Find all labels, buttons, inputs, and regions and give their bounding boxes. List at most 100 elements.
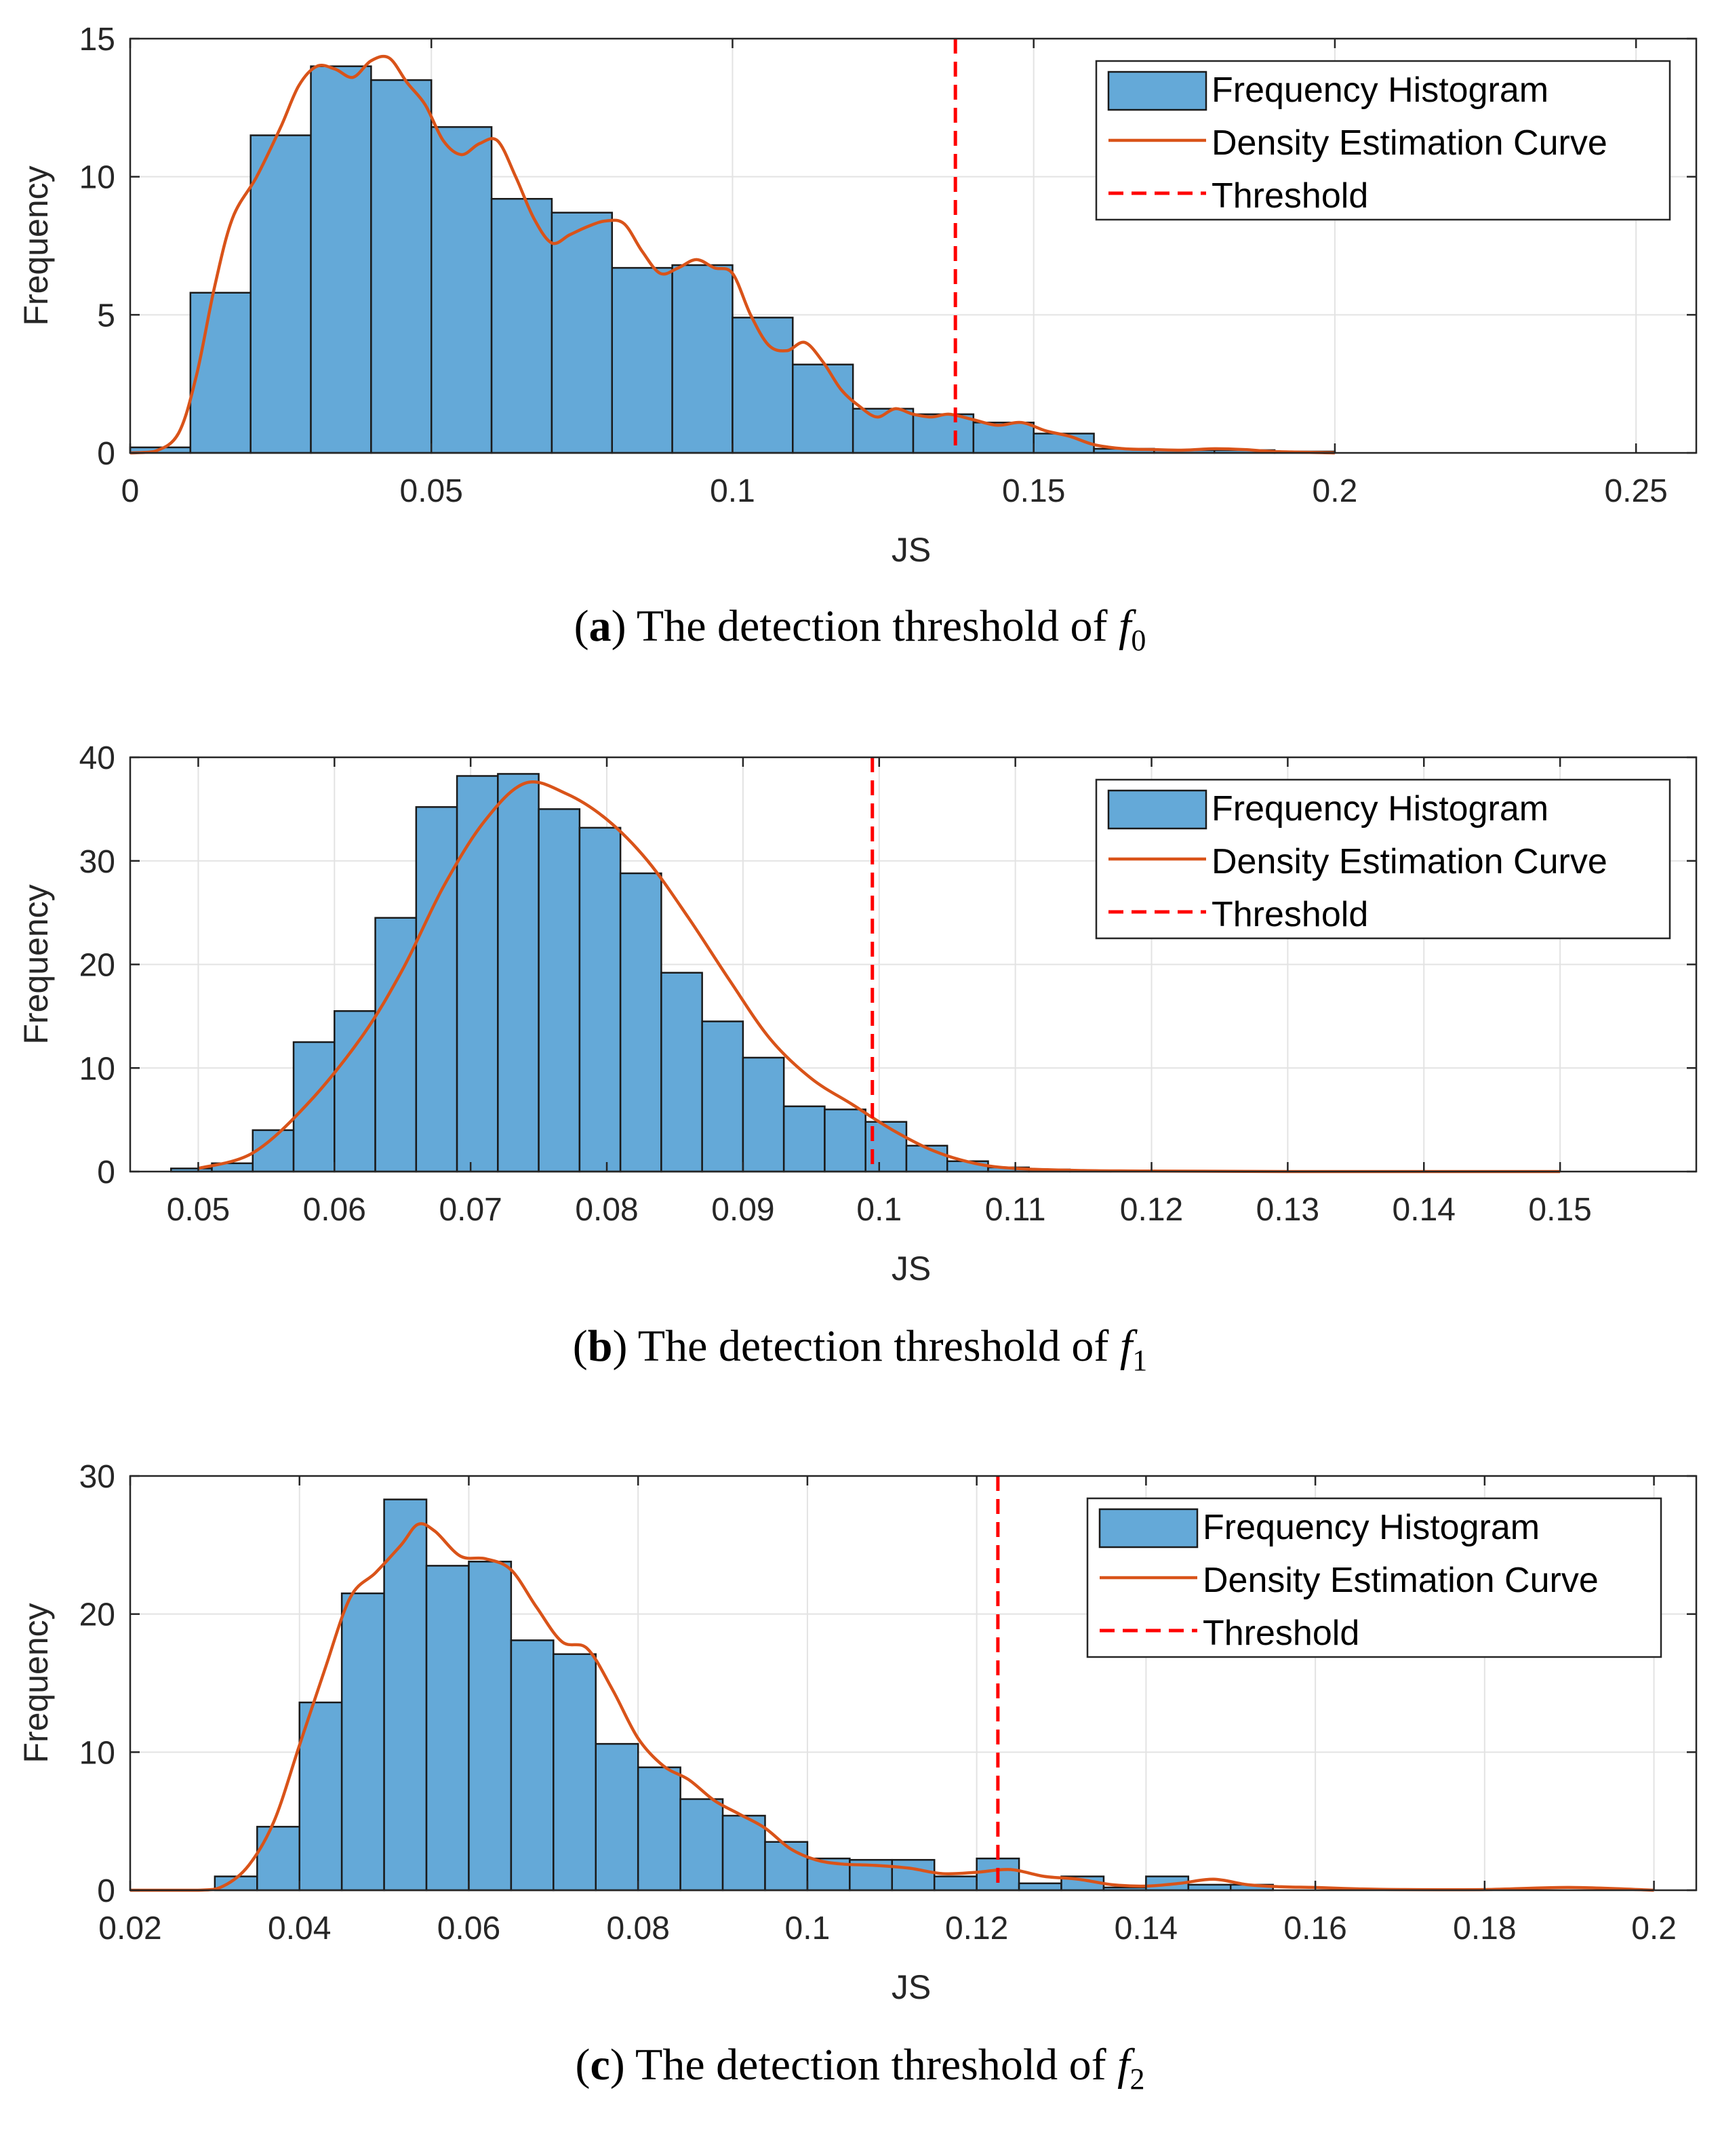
histogram-bar bbox=[912, 413, 975, 454]
histogram-bar bbox=[340, 1592, 385, 1892]
legend-bar-swatch bbox=[1098, 1508, 1199, 1549]
legend-label: Density Estimation Curve bbox=[1212, 842, 1607, 881]
histogram-bar bbox=[490, 198, 553, 454]
histogram-bar bbox=[701, 1020, 744, 1173]
x-axis-label: JS bbox=[892, 1968, 931, 2006]
legend-label: Density Estimation Curve bbox=[1212, 123, 1607, 163]
histogram-bar bbox=[732, 317, 794, 454]
y-tick-label: 10 bbox=[79, 1051, 115, 1087]
histogram-bar bbox=[782, 1105, 826, 1173]
histogram-bar bbox=[497, 773, 540, 1173]
x-tick-label: 0.13 bbox=[1256, 1192, 1319, 1228]
histogram-bar bbox=[595, 1742, 639, 1892]
x-tick-label: 0.15 bbox=[1002, 473, 1065, 509]
histogram-bar bbox=[1018, 1882, 1062, 1892]
x-tick-label: 0.16 bbox=[1283, 1911, 1346, 1947]
histogram-bar bbox=[660, 972, 703, 1173]
y-tick-label: 30 bbox=[79, 844, 115, 880]
y-tick-label: 15 bbox=[79, 22, 115, 58]
legend-bar-swatch bbox=[1107, 71, 1207, 111]
histogram-bar bbox=[415, 806, 458, 1173]
x-tick-label: 0.06 bbox=[303, 1192, 366, 1228]
axes-box bbox=[129, 37, 1698, 454]
density-curve bbox=[130, 1522, 1654, 1892]
histogram-bar bbox=[905, 1144, 948, 1173]
legend-label: Density Estimation Curve bbox=[1203, 1561, 1599, 1600]
histogram-bar bbox=[256, 1826, 300, 1892]
x-tick-label: 0.14 bbox=[1393, 1192, 1456, 1228]
density-curve bbox=[129, 54, 1335, 455]
x-tick-label: 0.07 bbox=[439, 1192, 502, 1228]
y-axis-label: Frequency bbox=[17, 884, 55, 1044]
x-tick-label: 0.05 bbox=[167, 1192, 230, 1228]
legend-label: Threshold bbox=[1203, 1614, 1359, 1653]
histogram-bar bbox=[252, 1129, 295, 1173]
x-tick-label: 0.12 bbox=[945, 1911, 1008, 1947]
x-tick-label: 0.06 bbox=[437, 1911, 500, 1947]
caption-a: (a) The detection threshold of f0 bbox=[574, 601, 1146, 658]
y-tick-label: 40 bbox=[79, 740, 115, 776]
y-tick-label: 20 bbox=[79, 948, 115, 984]
caption-b: (b) The detection threshold of f1 bbox=[572, 1321, 1148, 1378]
x-tick-label: 0.18 bbox=[1453, 1911, 1516, 1947]
x-tick-label: 0.08 bbox=[575, 1192, 638, 1228]
axes-box bbox=[129, 1475, 1698, 1892]
x-tick-label: 0.12 bbox=[1120, 1192, 1183, 1228]
legend-label: Threshold bbox=[1212, 895, 1368, 934]
y-tick-label: 0 bbox=[97, 436, 115, 472]
histogram-bar bbox=[510, 1639, 555, 1892]
y-axis-label: Frequency bbox=[17, 165, 55, 325]
y-tick-label: 5 bbox=[97, 298, 115, 334]
y-tick-label: 10 bbox=[79, 1735, 115, 1771]
histogram-bar bbox=[742, 1056, 785, 1173]
y-tick-label: 30 bbox=[79, 1459, 115, 1495]
y-axis-label: Frequency bbox=[17, 1603, 55, 1763]
histogram-bar bbox=[430, 126, 493, 454]
legend-label: Threshold bbox=[1212, 176, 1368, 216]
histogram-bar bbox=[679, 1798, 724, 1892]
histogram-bar bbox=[456, 775, 499, 1173]
x-tick-label: 0.11 bbox=[985, 1192, 1046, 1228]
x-tick-label: 0.05 bbox=[400, 473, 463, 509]
x-tick-label: 0.2 bbox=[1631, 1911, 1677, 1947]
x-tick-label: 0.1 bbox=[710, 473, 755, 509]
y-tick-label: 20 bbox=[79, 1597, 115, 1633]
histogram-bar bbox=[334, 1010, 376, 1173]
histogram-bar bbox=[551, 212, 614, 454]
histogram-bar bbox=[721, 1814, 766, 1892]
x-tick-label: 0.1 bbox=[856, 1192, 902, 1228]
histogram-bar bbox=[611, 266, 673, 454]
x-axis-label: JS bbox=[892, 531, 931, 569]
histogram-bar bbox=[468, 1561, 513, 1892]
histogram-bar bbox=[425, 1565, 470, 1892]
panel-c: 0.02 0.04 0.06 0.08 0.1 0.12 0.14 0.16 0.18 0.2 0 1… bbox=[0, 1437, 1720, 2156]
chart-c: 0.02 0.04 0.06 0.08 0.1 0.12 0.14 0.16 0.18 0.2 0 1… bbox=[17, 1459, 1698, 2006]
histogram-bar bbox=[370, 79, 433, 454]
legend-bar-swatch bbox=[1107, 789, 1207, 830]
panel-a: 0 0.05 0.1 0.15 0.2 0.25 0 5 10 15 JS Frequency Freq… bbox=[0, 0, 1720, 719]
histogram-bar bbox=[792, 363, 854, 454]
legend-label: Frequency Histogram bbox=[1212, 789, 1548, 829]
histogram-bar bbox=[637, 1766, 681, 1892]
chart-b: 0.05 0.06 0.07 0.08 0.09 0.1 0.11 0.12 0.13 0.14 0… bbox=[17, 740, 1698, 1287]
histogram-bar bbox=[671, 264, 734, 454]
legend-label: Frequency Histogram bbox=[1203, 1508, 1540, 1547]
histogram-bar bbox=[578, 826, 622, 1173]
x-tick-label: 0.1 bbox=[785, 1911, 831, 1947]
legend-label: Frequency Histogram bbox=[1212, 71, 1548, 110]
histogram-bar bbox=[553, 1653, 597, 1892]
histogram-bar bbox=[249, 134, 312, 454]
histogram-bar bbox=[764, 1841, 809, 1892]
histogram-bar bbox=[310, 65, 372, 454]
y-tick-label: 10 bbox=[79, 160, 115, 196]
x-tick-label: 0.14 bbox=[1115, 1911, 1178, 1947]
x-tick-label: 0.25 bbox=[1604, 473, 1667, 509]
y-tick-label: 0 bbox=[97, 1873, 115, 1909]
x-tick-label: 0.09 bbox=[711, 1192, 774, 1228]
histogram-bar bbox=[891, 1858, 936, 1892]
histogram-bar bbox=[619, 872, 662, 1173]
y-tick-label: 0 bbox=[97, 1155, 115, 1191]
panel-b: 0.05 0.06 0.07 0.08 0.09 0.1 0.11 0.12 0.13 0.14 0… bbox=[0, 719, 1720, 1437]
x-tick-label: 0.15 bbox=[1528, 1192, 1591, 1228]
histogram-bar bbox=[933, 1875, 978, 1892]
